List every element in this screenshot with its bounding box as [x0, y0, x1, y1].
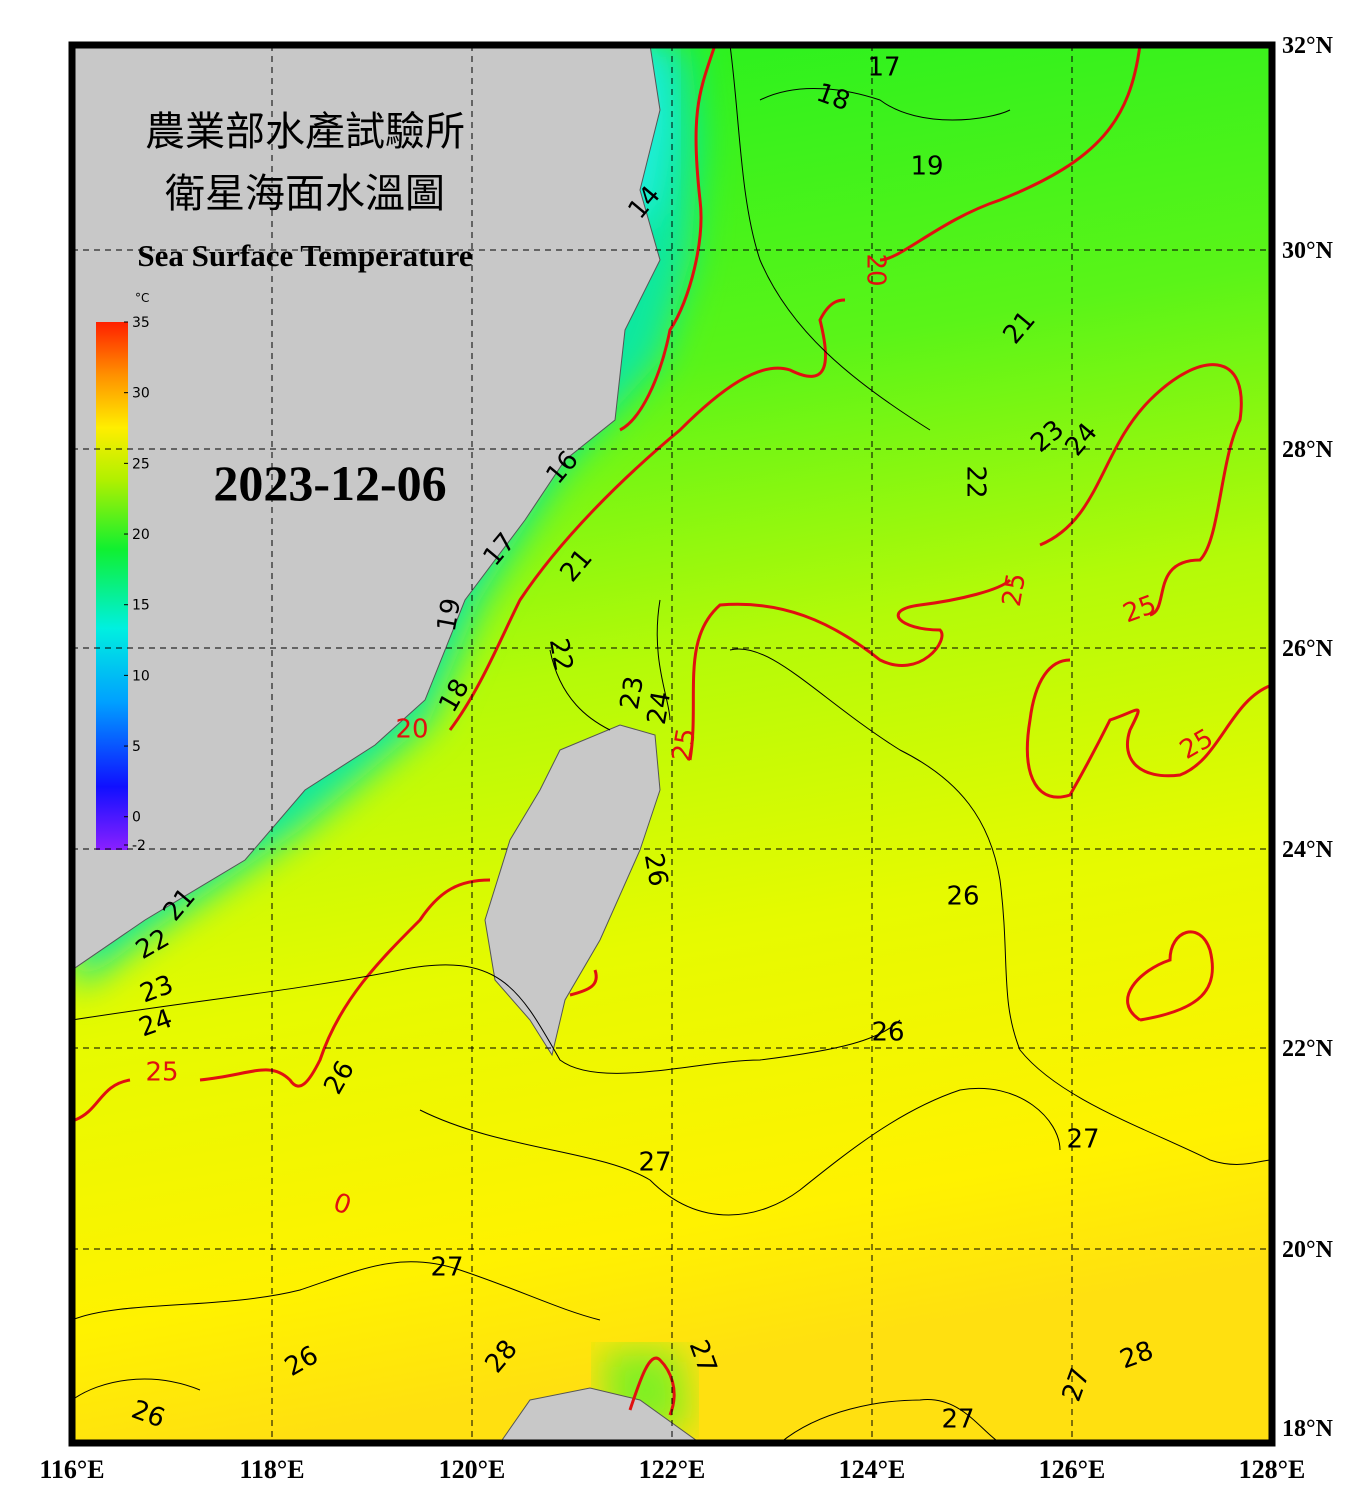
- contour-label: 27: [941, 1405, 974, 1435]
- title-zh: 農業部水產試驗所: [145, 109, 465, 154]
- colorbar-tick-label: 20: [132, 527, 150, 543]
- latitude-label: 32°N: [1282, 33, 1334, 59]
- latitude-label: 26°N: [1282, 636, 1334, 662]
- isotherm-red: [74, 45, 1272, 1416]
- longitude-label: 126°E: [1039, 1455, 1106, 1484]
- title-zh: 衛星海面水溫圖: [165, 171, 445, 216]
- taiwan: [484, 724, 661, 1057]
- contour-label: 17: [867, 53, 900, 83]
- colorbar-tick-label: 5: [132, 739, 141, 755]
- contour-label: 22: [961, 465, 991, 498]
- contour-label: 22: [543, 636, 578, 674]
- colorbar-tick-label: 15: [132, 598, 150, 614]
- contour-label: 23: [615, 674, 650, 712]
- latitude-label: 30°N: [1282, 238, 1334, 264]
- contour-label: 26: [638, 851, 673, 889]
- latitude-label: 24°N: [1282, 837, 1334, 863]
- contour-label: 20: [395, 715, 428, 745]
- contour-label: 27: [638, 1148, 671, 1178]
- colorbar-tick-label: 30: [132, 386, 150, 402]
- luzon: [499, 1387, 701, 1443]
- date: 2023-12-06: [213, 455, 446, 511]
- longitude-label: 122°E: [639, 1455, 706, 1484]
- latitude-label: 18°N: [1282, 1416, 1334, 1442]
- contour-label: 24: [642, 689, 677, 727]
- longitude-label: 116°E: [39, 1455, 104, 1484]
- colorbar-tick-label: 0: [132, 810, 141, 826]
- colorbar-tick-label: 35: [132, 315, 150, 331]
- longitude-label: 118°E: [239, 1455, 304, 1484]
- contour-label: 25: [145, 1058, 178, 1088]
- contour-label: 19: [432, 596, 467, 634]
- colorbar-tick-label: 10: [132, 668, 150, 684]
- contour-label: 19: [910, 152, 943, 182]
- title-en: Sea Surface Temperature: [137, 238, 472, 273]
- latitude-label: 22°N: [1282, 1036, 1334, 1062]
- latitude-label: 20°N: [1282, 1237, 1334, 1263]
- colorbar: [96, 322, 128, 850]
- colorbar-unit: °C: [135, 291, 149, 305]
- longitude-label: 120°E: [439, 1455, 506, 1484]
- latitude-label: 28°N: [1282, 437, 1334, 463]
- colorbar-tick-label: 25: [132, 456, 150, 472]
- contour-label: 27: [430, 1253, 463, 1283]
- longitude-label: 128°E: [1239, 1455, 1306, 1484]
- contour-label: 26: [871, 1018, 904, 1048]
- isotherm-black: [72, 45, 1272, 1443]
- contour-label: 20: [861, 253, 891, 286]
- contour-label: 25: [997, 571, 1032, 609]
- contour-label: 27: [1066, 1125, 1099, 1155]
- colorbar-tick-label: -2: [132, 838, 146, 854]
- longitude-label: 124°E: [839, 1455, 906, 1484]
- china-mainland: [72, 45, 661, 971]
- contour-label: 25: [667, 726, 702, 764]
- contour-label: 26: [946, 882, 979, 912]
